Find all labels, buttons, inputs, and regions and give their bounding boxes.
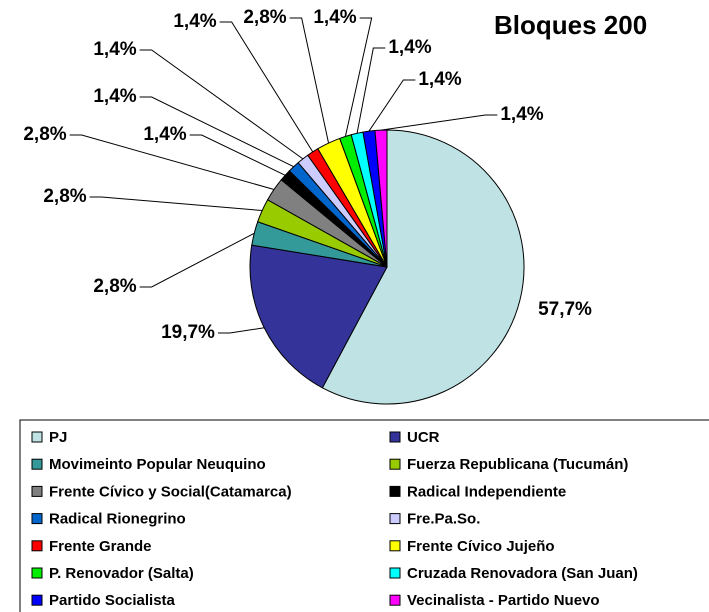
leader-line [139, 49, 304, 160]
legend-label: P. Renovador (Salta) [49, 565, 194, 582]
legend-swatch [31, 594, 43, 606]
leader-line [139, 96, 294, 168]
data-label: 1,4% [93, 39, 136, 60]
legend-swatch [31, 485, 43, 497]
chart-title: Bloques 200 [494, 10, 647, 40]
legend-swatch [31, 458, 43, 470]
legend-swatch [389, 513, 401, 525]
legend-swatch [389, 567, 401, 579]
legend-label: Frente Cívico Jujeño [407, 538, 555, 555]
pie-slice [249, 244, 388, 389]
leader-line [219, 21, 314, 153]
data-label: 1,4% [500, 104, 543, 125]
leader-line [289, 17, 330, 144]
data-label: 57,7% [538, 299, 592, 320]
data-label: 1,4% [143, 124, 186, 145]
legend-label: Radical Independiente [407, 483, 566, 500]
data-label: 1,4% [313, 7, 356, 28]
pie-slice [374, 129, 388, 268]
data-label: 2,8% [43, 186, 86, 207]
legend-swatch [31, 567, 43, 579]
leader-line [368, 79, 416, 132]
legend-swatch [31, 431, 43, 443]
legend-label: Frente Cívico y Social(Catamarca) [49, 483, 292, 500]
leader-line [189, 134, 286, 176]
legend-swatch [389, 594, 401, 606]
legend-swatch [389, 458, 401, 470]
legend-label: Movimeinto Popular Neuquino [49, 456, 266, 473]
data-label: 2,8% [23, 124, 66, 145]
legend-label: Radical Rionegrino [49, 511, 186, 528]
legend-swatch [389, 540, 401, 552]
data-label: 2,8% [93, 276, 136, 297]
leader-line [217, 327, 265, 334]
legend-label: PJ [49, 429, 67, 446]
pie-slice [321, 129, 525, 405]
data-label: 1,4% [388, 37, 431, 58]
legend-label: Partido Socialista [49, 592, 176, 609]
leader-line [380, 114, 498, 131]
legend-label: Frente Grande [49, 538, 152, 555]
leader-line [69, 134, 275, 190]
legend-swatch [389, 485, 401, 497]
data-label: 1,4% [173, 11, 216, 32]
data-label: 19,7% [161, 322, 215, 343]
data-label: 1,4% [418, 69, 461, 90]
legend-label: Fre.Pa.So. [407, 511, 480, 528]
data-label: 2,8% [243, 7, 286, 28]
legend-label: UCR [407, 429, 440, 446]
leader-line [344, 17, 373, 137]
data-label: 1,4% [93, 86, 136, 107]
leader-line [139, 232, 255, 288]
legend-box [19, 419, 709, 612]
legend-label: Vecinalista - Partido Nuevo [407, 592, 600, 609]
leader-line [356, 47, 386, 134]
legend-label: Fuerza Republicana (Tucumán) [407, 456, 628, 473]
legend-swatch [31, 513, 43, 525]
legend-label: Cruzada Renovadora (San Juan) [407, 565, 638, 582]
legend-swatch [31, 540, 43, 552]
leader-line [89, 196, 263, 212]
legend-swatch [389, 431, 401, 443]
